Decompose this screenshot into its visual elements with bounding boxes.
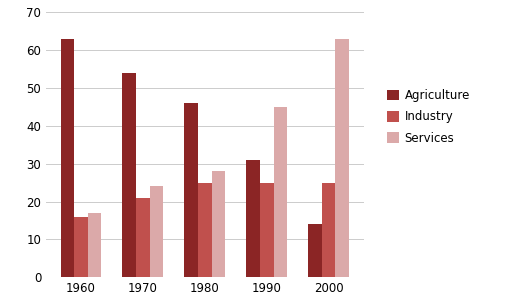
Bar (211, 171, 225, 277)
Bar (88, 213, 101, 277)
Bar (260, 183, 273, 277)
Bar (60, 39, 74, 277)
Bar (246, 160, 260, 277)
Bar (308, 224, 322, 277)
Bar (150, 186, 163, 277)
Bar (184, 103, 198, 277)
Bar (198, 183, 211, 277)
Bar (74, 217, 88, 277)
Bar (322, 183, 335, 277)
Bar (273, 107, 287, 277)
Bar (122, 73, 136, 277)
Bar (136, 198, 150, 277)
Bar (335, 39, 349, 277)
Legend: Agriculture, Industry, Services: Agriculture, Industry, Services (382, 84, 475, 149)
